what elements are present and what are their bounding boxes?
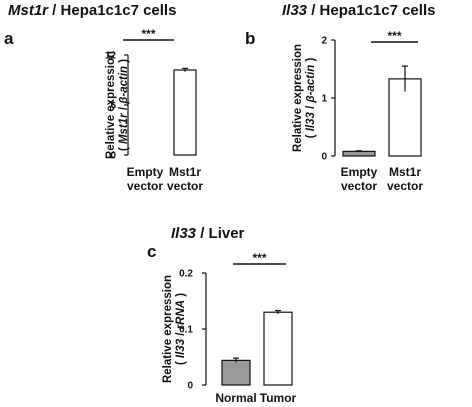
y-axis-label-part: ( (175, 358, 187, 365)
category-label: Normal (215, 391, 256, 405)
y-axis-label-part: / (305, 103, 317, 113)
significance-label: *** (387, 29, 401, 43)
y-axis-label-ratio: ( Il33 / rRNA ) (175, 293, 187, 365)
bar-2 (388, 78, 422, 157)
y-axis-label-part: / (118, 104, 130, 114)
chart-title-gene: Mst1r (8, 2, 49, 19)
bar-2 (263, 311, 293, 386)
y-axis-label-part: ( (305, 131, 317, 138)
chart-title-gene: Il33 (171, 225, 197, 242)
significance-label: *** (252, 251, 266, 265)
chart-title-rest: / Hepa1c1c7 cells (48, 2, 176, 19)
y-axis-label-part: rRNA (175, 300, 187, 329)
category-label: vector (167, 179, 203, 193)
y-tick-label: 0 (321, 152, 327, 163)
panel-label: c (147, 242, 156, 261)
y-axis-label-part: / (175, 329, 187, 339)
y-axis-label-part: β-actin (305, 65, 317, 104)
y-axis-label-ratio: ( Il33 / β-actin ) (305, 58, 317, 139)
category-label: Mst1r (389, 165, 421, 179)
bar-1 (221, 359, 251, 386)
category-label: Tumor (260, 391, 297, 405)
y-tick-label: 0 (187, 381, 193, 392)
category-label: Empty (127, 165, 164, 179)
y-tick-label: 0.1 (179, 325, 193, 336)
category-label: Empty (341, 165, 378, 179)
panel-label: b (245, 29, 255, 48)
chart-title-gene: Il33 (282, 2, 308, 19)
y-axis-label-part: Il33 (175, 338, 187, 358)
chart-panel-b: Il33 / Hepa1c1c7 cells b 0 1 2 Relative expre… (245, 2, 435, 193)
chart-title-rest: / Liver (196, 225, 245, 242)
y-axis-label: Relative expression (105, 51, 117, 159)
panel-label: a (4, 29, 14, 48)
bar-2 (173, 69, 197, 156)
category-label: vector (387, 179, 423, 193)
category-label: vector (341, 179, 377, 193)
y-axis-label-part: ) (175, 293, 187, 300)
y-axis-label-part: β-actin (118, 66, 130, 105)
significance-label: *** (141, 27, 155, 41)
y-axis-label-ratio: ( Mst1r / β-actin ) (118, 59, 130, 151)
y-axis-label-part: Mst1r (118, 113, 130, 144)
y-axis-label-part: ( (118, 144, 130, 151)
y-tick-label: 0 (110, 151, 116, 162)
category-label: vector (127, 179, 163, 193)
chart-panel-c: Il33 / Liver c 0 0.1 0.2 Relative expression(… (147, 225, 297, 405)
y-axis-label: Relative expression (292, 44, 304, 152)
y-tick-label: 1 (321, 94, 327, 105)
y-tick-label: 6 (110, 101, 116, 112)
bar-1 (342, 150, 376, 157)
y-tick-label: 2 (321, 36, 327, 47)
chart-title: Il33 / Liver (171, 225, 245, 242)
chart-title-rest: / Hepa1c1c7 cells (307, 2, 435, 19)
y-tick-label: 12 (105, 51, 117, 62)
category-label: Mst1r (169, 165, 201, 179)
chart-title: Mst1r / Hepa1c1c7 cells (8, 2, 176, 19)
y-tick-label: 0.2 (179, 269, 193, 280)
y-axis-label-part: Il33 (305, 112, 317, 132)
y-axis-label-part: ) (118, 59, 130, 66)
chart-title: Il33 / Hepa1c1c7 cells (282, 2, 435, 19)
y-axis-label: Relative expression (162, 275, 174, 383)
y-axis-label-part: ) (305, 58, 317, 65)
